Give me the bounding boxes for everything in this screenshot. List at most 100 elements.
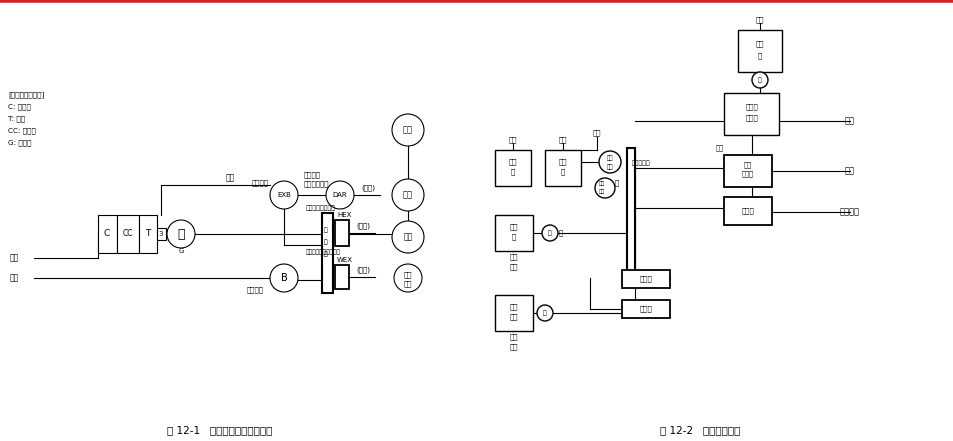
- Bar: [495, 215, 533, 251]
- Text: 机: 机: [511, 169, 515, 176]
- Bar: [495, 150, 531, 186]
- Circle shape: [537, 305, 553, 321]
- Bar: [335, 220, 349, 246]
- Text: 吸收式制冷机: 吸收式制冷机: [303, 181, 329, 187]
- Text: 给水: 给水: [403, 280, 412, 287]
- Bar: [621, 270, 669, 288]
- Text: 放热: 放热: [509, 224, 517, 230]
- Text: (冷水): (冷水): [360, 185, 375, 191]
- Text: G: G: [178, 248, 184, 254]
- Text: 供暖用板式换热器: 供暖用板式换热器: [306, 205, 335, 211]
- Text: 生活给水: 生活给水: [840, 208, 859, 217]
- Text: EXB: EXB: [276, 192, 291, 198]
- Text: T: T: [145, 229, 151, 239]
- Text: 图 12-1   燃气热电冷三联供系统: 图 12-1 燃气热电冷三联供系统: [167, 425, 273, 435]
- Text: C: 压缩机: C: 压缩机: [8, 104, 30, 110]
- Text: 放热: 放热: [755, 17, 763, 23]
- Text: 排气锅炉: 排气锅炉: [252, 179, 268, 186]
- Text: 排气: 排气: [225, 173, 234, 183]
- Bar: [544, 150, 580, 186]
- Text: 图 12-2   热水回收系统: 图 12-2 热水回收系统: [659, 425, 740, 435]
- Text: 锅炉: 锅炉: [509, 314, 517, 320]
- Circle shape: [751, 72, 767, 88]
- Text: 燃气: 燃气: [716, 145, 723, 151]
- Text: 蒸汽双效: 蒸汽双效: [303, 172, 320, 178]
- Text: 阀: 阀: [615, 179, 618, 186]
- Text: 燃料: 燃料: [10, 273, 19, 283]
- Text: 集水器: 集水器: [639, 276, 652, 282]
- Text: 热水: 热水: [509, 304, 517, 310]
- Bar: [738, 30, 781, 72]
- Text: 水套: 水套: [598, 182, 604, 187]
- Text: DAR: DAR: [333, 192, 347, 198]
- Text: 排气: 排气: [606, 155, 613, 161]
- Text: 放热: 放热: [509, 334, 517, 340]
- Text: 泵: 泵: [758, 77, 761, 83]
- Bar: [117, 215, 139, 253]
- Text: ～: ～: [177, 228, 185, 240]
- Text: 燃料: 燃料: [509, 344, 517, 350]
- Text: 泵: 泵: [558, 230, 562, 236]
- Text: 分: 分: [324, 227, 328, 233]
- Circle shape: [270, 181, 297, 209]
- Text: 供暖: 供暖: [844, 167, 854, 176]
- Circle shape: [541, 225, 558, 241]
- Text: 3: 3: [158, 231, 163, 237]
- Circle shape: [326, 181, 354, 209]
- Circle shape: [598, 151, 620, 173]
- Text: 空气: 空气: [10, 254, 19, 262]
- Text: 机: 机: [560, 169, 564, 176]
- Text: 塔: 塔: [757, 52, 761, 59]
- Text: T: 透平: T: 透平: [8, 116, 25, 122]
- Text: 冷却: 冷却: [755, 41, 763, 47]
- Text: (热水): (热水): [355, 223, 370, 229]
- Text: 放热: 放热: [592, 130, 600, 136]
- Text: 板式: 板式: [743, 162, 751, 168]
- Text: 生活: 生活: [403, 272, 412, 278]
- Text: 电力: 电力: [508, 137, 517, 143]
- Text: 电力: 电力: [402, 126, 413, 135]
- Text: 分水器: 分水器: [639, 306, 652, 312]
- Text: 原动: 原动: [558, 159, 567, 165]
- Circle shape: [392, 114, 423, 146]
- Text: B: B: [280, 273, 287, 283]
- Text: 空调: 空调: [844, 116, 854, 126]
- Bar: [335, 265, 349, 289]
- Text: 换热器: 换热器: [741, 171, 753, 177]
- Text: 热水分水器: 热水分水器: [631, 160, 650, 166]
- Bar: [723, 93, 779, 135]
- Bar: [495, 295, 533, 331]
- Text: 蒸汽锅炉: 蒸汽锅炉: [246, 287, 263, 293]
- Text: 吸收式: 吸收式: [745, 104, 758, 110]
- Circle shape: [392, 179, 423, 211]
- Text: 供暖: 供暖: [403, 232, 413, 242]
- Text: 冷却: 冷却: [598, 190, 604, 194]
- Circle shape: [394, 264, 421, 292]
- Text: 蓄热槽: 蓄热槽: [740, 208, 754, 214]
- Text: CC: 燃烧器: CC: 燃烧器: [8, 128, 36, 135]
- Text: 发电: 发电: [508, 159, 517, 165]
- Circle shape: [270, 264, 297, 292]
- Text: 燃料: 燃料: [558, 137, 567, 143]
- Text: HEX: HEX: [337, 212, 352, 218]
- Bar: [157, 228, 166, 240]
- Circle shape: [595, 178, 615, 198]
- Text: 空调: 空调: [402, 191, 413, 199]
- Text: 泵: 泵: [548, 230, 551, 236]
- Text: 燃料: 燃料: [509, 264, 517, 270]
- Text: [燃气透平发电机]: [燃气透平发电机]: [8, 92, 44, 98]
- Text: 锅炉: 锅炉: [606, 164, 613, 170]
- Text: C: C: [104, 229, 110, 239]
- Bar: [723, 197, 771, 225]
- Text: 生活热水用板式换热器: 生活热水用板式换热器: [306, 249, 340, 255]
- Text: CC: CC: [123, 229, 133, 239]
- Text: G: 发电机: G: 发电机: [8, 140, 31, 146]
- Circle shape: [167, 220, 194, 248]
- Bar: [723, 155, 771, 187]
- Text: 制冷机: 制冷机: [745, 115, 758, 121]
- Bar: [139, 215, 157, 253]
- Bar: [621, 300, 669, 318]
- Bar: [626, 148, 635, 278]
- Circle shape: [392, 221, 423, 253]
- Text: WEX: WEX: [336, 257, 353, 263]
